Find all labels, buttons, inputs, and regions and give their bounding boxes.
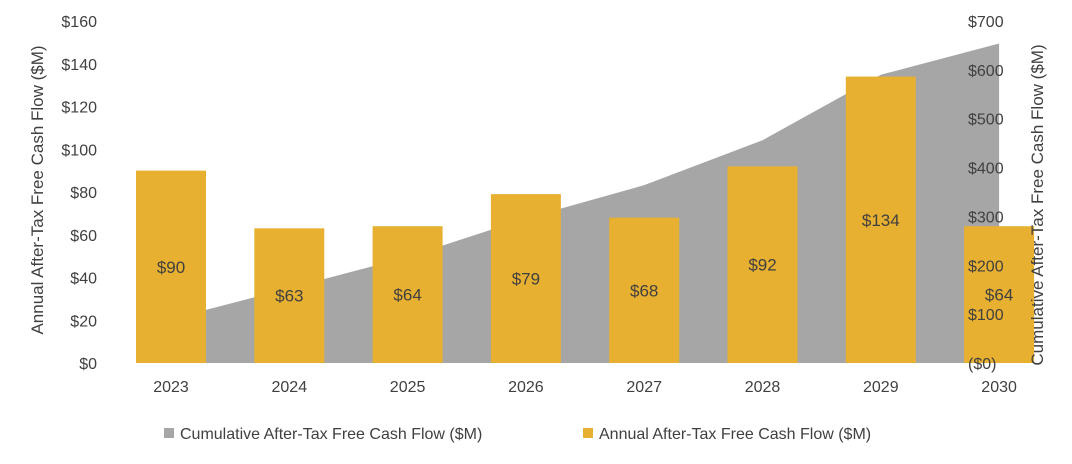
left-tick-label: $0 <box>79 356 97 373</box>
bar-label-2030: $64 <box>985 286 1013 305</box>
x-tick-label-2023: 2023 <box>153 379 189 396</box>
left-y-axis: $0 $20 $40 $60 $80 $100 $120 $140 $160 <box>61 14 97 373</box>
annual-bars-layer <box>136 76 1035 363</box>
bar-label-2027: $68 <box>630 281 658 300</box>
bar-label-2025: $64 <box>393 286 421 305</box>
left-tick-label: $120 <box>61 100 97 117</box>
right-axis-title: Cumulative After-Tax Free Cash Flow ($M) <box>1028 44 1047 365</box>
bar-2024 <box>254 228 325 363</box>
bar-2029 <box>845 76 916 363</box>
legend-label-annual: Annual After-Tax Free Cash Flow ($M) <box>599 426 871 443</box>
x-tick-label-2029: 2029 <box>863 379 899 396</box>
x-tick-label-2028: 2028 <box>745 379 781 396</box>
bar-2027 <box>609 217 680 363</box>
bar-label-2029: $134 <box>862 211 900 230</box>
left-tick-label: $140 <box>61 57 97 74</box>
right-tick-label: $100 <box>968 307 1004 324</box>
right-tick-label: $300 <box>968 209 1004 226</box>
bar-label-2026: $79 <box>512 270 540 289</box>
bar-2028 <box>727 166 798 363</box>
bar-2030 <box>964 226 1035 363</box>
bar-label-2023: $90 <box>157 258 185 277</box>
right-tick-label: ($0) <box>968 356 996 373</box>
bar-label-2028: $92 <box>748 256 776 275</box>
left-tick-label: $20 <box>70 313 97 330</box>
left-tick-label: $40 <box>70 271 97 288</box>
right-tick-label: $200 <box>968 258 1004 275</box>
bar-2025 <box>372 226 443 363</box>
x-tick-label-2027: 2027 <box>626 379 662 396</box>
left-axis-title: Annual After-Tax Free Cash Flow ($M) <box>28 45 47 334</box>
bar-labels-layer: $90 $63 $64 $79 $68 $92 $134 $64 <box>157 211 1013 306</box>
bar-label-2024: $63 <box>275 287 303 306</box>
right-tick-label: $600 <box>968 63 1004 80</box>
legend-label-cumulative: Cumulative After-Tax Free Cash Flow ($M) <box>180 426 482 443</box>
left-tick-label: $80 <box>70 185 97 202</box>
x-tick-label-2025: 2025 <box>390 379 426 396</box>
left-tick-label: $160 <box>61 14 97 31</box>
left-tick-label: $60 <box>70 228 97 245</box>
left-tick-label: $100 <box>61 142 97 159</box>
bar-2026 <box>490 194 561 363</box>
right-tick-label: $500 <box>968 112 1004 129</box>
right-y-axis: ($0) $100 $200 $300 $400 $500 $600 $700 <box>968 14 1004 373</box>
legend: Cumulative After-Tax Free Cash Flow ($M)… <box>164 426 871 443</box>
bar-2023 <box>136 170 206 363</box>
x-tick-label-2024: 2024 <box>272 379 308 396</box>
legend-swatch-cumulative <box>164 428 174 438</box>
x-axis: 2023 2024 2025 2026 2027 2028 2029 2030 <box>153 379 1017 396</box>
right-tick-label: $400 <box>968 161 1004 178</box>
right-tick-label: $700 <box>968 14 1004 31</box>
legend-swatch-annual <box>583 428 593 438</box>
x-tick-label-2026: 2026 <box>508 379 544 396</box>
x-tick-label-2030: 2030 <box>981 379 1017 396</box>
